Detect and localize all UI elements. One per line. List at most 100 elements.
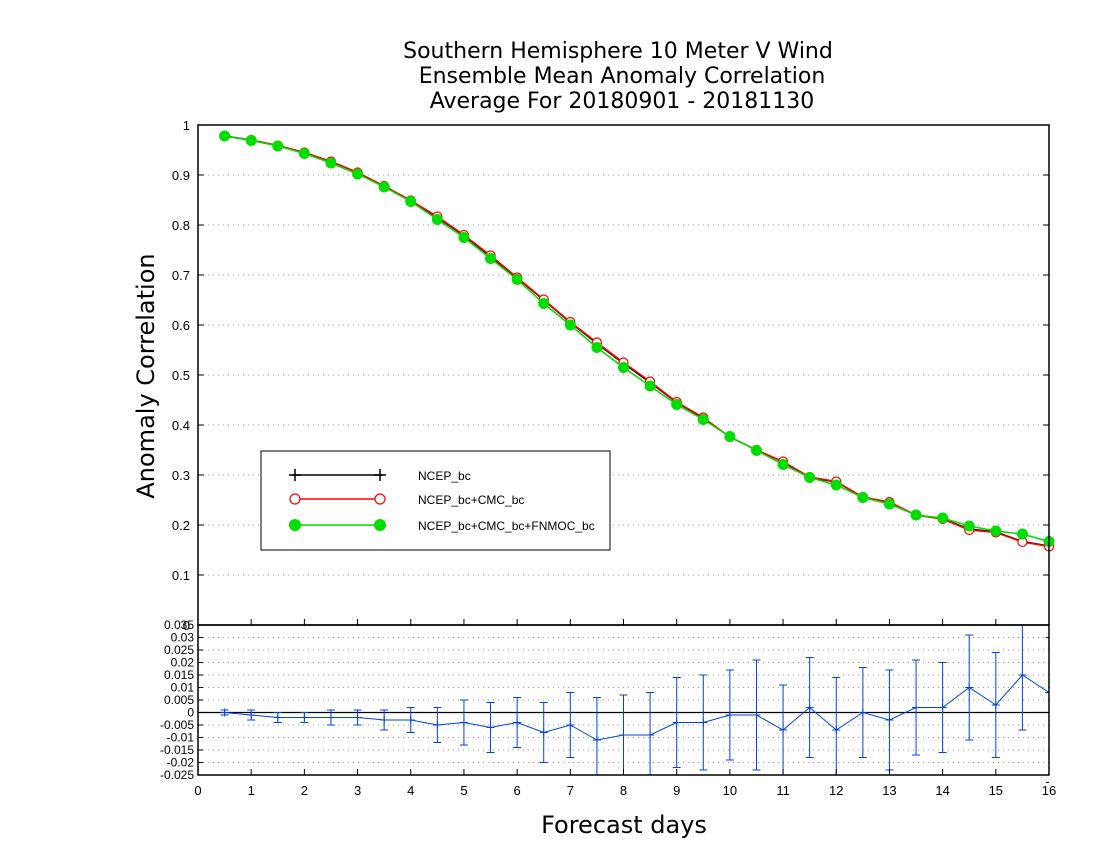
data-point [963,520,975,532]
data-point [458,232,470,243]
data-point [352,168,364,180]
x-tick-label: 5 [460,783,467,798]
difference-y-tick-label: 0.035 [164,618,194,632]
difference-y-tick-label: 0.01 [171,681,195,695]
data-point [750,445,762,456]
data-point [671,399,683,410]
main-y-tick-label: 1 [183,118,190,133]
data-point [724,431,736,442]
main-y-tick-label: 0.1 [172,568,190,583]
data-point [804,472,816,483]
difference-point [725,711,734,719]
data-point [990,525,1002,537]
difference-point [938,703,947,712]
data-point [511,274,523,285]
chart-title: Southern Hemisphere 10 Meter V Wind Ense… [403,39,833,114]
difference-point [566,721,575,729]
main-y-tick-label: 0 [183,618,190,633]
x-tick-label: 11 [776,783,790,798]
difference-point [672,718,681,727]
difference-y-tick-label: 0.015 [164,668,194,682]
data-point [883,498,895,510]
data-point [298,148,310,159]
difference-y-tick-label: -0.015 [160,743,194,757]
legend: NCEP_bc NCEP_bc+CMC_bc NCEP_bc+CMC_bc+FN… [260,450,611,551]
x-tick-label: 1 [248,783,255,798]
x-tick-label: 16 [1042,783,1056,798]
difference-point [1018,671,1027,679]
x-tick-label: 9 [673,783,680,798]
difference-y-tick-label: -0.025 [160,768,194,782]
difference-point [433,721,442,729]
difference-point [991,701,1000,709]
difference-point [539,728,548,737]
difference-point [832,726,841,734]
difference-point [885,716,894,724]
x-tick-label: 8 [620,783,627,798]
x-tick-label: 13 [882,783,896,798]
difference-y-tick-label: -0.01 [167,731,195,745]
difference-y-tick-label: 0.025 [164,643,194,657]
legend-marker [374,469,386,481]
difference-y-tick-label: 0.03 [171,631,195,645]
difference-point [619,731,628,739]
difference-point [326,713,335,722]
difference-y-tick-label: -0.005 [160,718,194,732]
data-point [245,135,257,146]
legend-marker [374,519,386,531]
data-point [618,362,629,373]
x-axis-title: Forecast days [541,811,707,839]
x-tick-label: 14 [935,783,949,798]
x-tick-label: 10 [723,783,737,798]
main-y-tick-label: 0.5 [172,368,190,383]
data-point [378,181,390,193]
data-point [830,479,842,491]
difference-point [858,708,867,717]
x-tick-label: 0 [194,783,201,798]
main-panel-y-ticks: 0 0.1 0.2 0.3 0.4 0.5 0.6 0.7 0.8 0.9 1 [172,118,1049,633]
title-line-2: Ensemble Mean Anomaly Correlation [419,64,826,89]
difference-point [380,716,389,724]
data-point [644,380,656,392]
data-point [538,298,550,309]
difference-y-tick-label: -0.02 [167,756,195,770]
difference-point [247,711,256,719]
difference-panel-y-ticks: -0.025-0.02-0.015-0.01-0.00500.0050.010.… [160,618,1049,783]
main-y-tick-label: 0.9 [172,168,190,183]
difference-y-tick-label: 0.005 [164,693,194,707]
data-point [777,459,789,470]
difference-series [220,625,1049,775]
difference-point [486,723,495,732]
x-tick-label: 4 [407,783,414,798]
difference-point [1045,688,1049,697]
main-y-tick-label: 0.7 [172,268,190,283]
x-tick-label: 6 [514,783,521,798]
main-y-tick-label: 0.2 [172,518,190,533]
main-y-tick-label: 0.3 [172,468,190,483]
main-y-tick-label: 0.8 [172,218,190,233]
legend-marker [374,493,386,505]
legend-label-ncep-bc-cmc-bc-fnmoc-bc: NCEP_bc+CMC_bc+FNMOC_bc [418,519,595,533]
x-tick-label: 7 [567,783,574,798]
legend-entries [289,469,386,531]
series-ncep-bc-cmc-bc-fnmoc-bc [219,130,1055,547]
data-point [697,414,709,425]
difference-y-tick-label: 0.02 [171,656,195,670]
data-point [910,509,922,521]
data-point [405,196,417,207]
legend-marker [289,469,301,481]
legend-box [260,450,611,551]
legend-label-ncep-bc-cmc-bc: NCEP_bc+CMC_bc [418,493,524,507]
data-point [272,140,284,152]
main-panel-grid [198,174,1049,576]
data-point [1016,528,1028,540]
difference-point [752,711,761,719]
legend-marker [289,493,301,505]
data-point [219,130,231,142]
difference-point [513,718,522,727]
difference-point [592,736,601,744]
difference-point [353,713,362,722]
x-tick-label: 3 [354,783,361,798]
difference-point [459,718,468,727]
x-tick-label: 12 [829,783,843,798]
